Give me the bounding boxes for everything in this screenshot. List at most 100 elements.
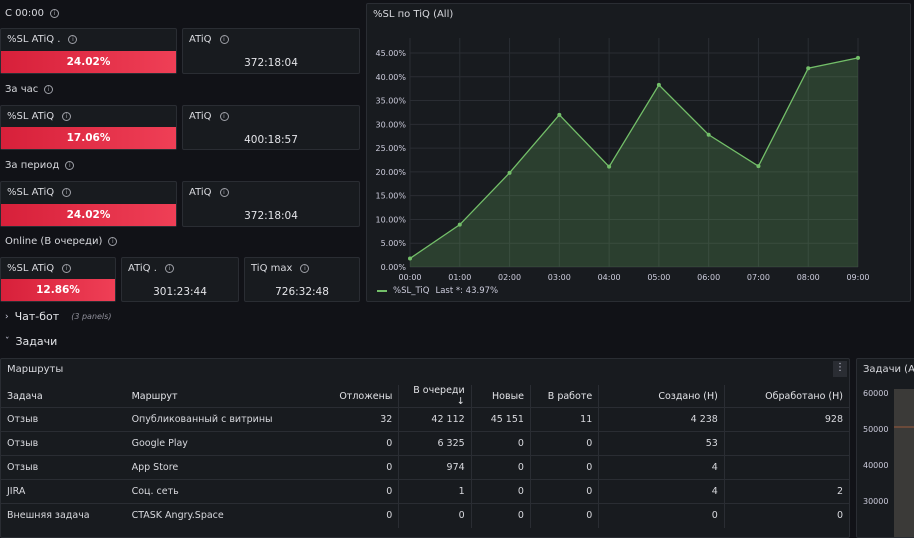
x-tick-label: 08:00 — [797, 273, 820, 282]
chevron-right-icon: › — [5, 311, 9, 322]
table-cell: 0 — [529, 431, 599, 456]
info-icon[interactable]: i — [62, 112, 72, 121]
table-cell: 45 151 — [470, 407, 531, 432]
table-row[interactable]: Внешняя задача CTASK Angry.Space 0 0 0 0 0 0 — [1, 503, 849, 528]
series-area — [410, 57, 858, 267]
info-icon[interactable]: i — [108, 237, 118, 246]
table-cell: 2 — [723, 479, 849, 504]
legend-last-value: Last *: 43.97% — [435, 286, 499, 296]
y-tick-label: 35.00% — [375, 97, 406, 106]
stat-atiq-since-midnight: ATiQ i 372:18:04 — [182, 28, 360, 74]
info-icon[interactable]: i — [219, 188, 229, 197]
info-icon[interactable]: i — [62, 188, 72, 197]
y-tick-label: 15.00% — [375, 192, 406, 201]
column-header[interactable]: В очереди ↓ — [398, 385, 472, 408]
stat-sl-hour: %SL ATiQ i 17.06% — [0, 105, 177, 150]
chevron-down-icon: ˇ — [5, 336, 10, 347]
table-cell: 974 — [398, 455, 472, 480]
info-icon[interactable]: i — [164, 264, 174, 273]
column-header[interactable]: В работе — [529, 385, 599, 408]
table-cell: Отзыв — [1, 407, 126, 432]
tasks-chart-title: Задачи (All — [863, 364, 914, 375]
info-icon[interactable]: i — [65, 161, 75, 170]
sl-value: 17.06% — [1, 127, 176, 149]
info-icon[interactable]: i — [219, 112, 229, 121]
x-tick-label: 03:00 — [548, 273, 571, 282]
data-point[interactable] — [457, 222, 462, 227]
table-row[interactable]: JIRA Соц. сеть 0 1 0 0 4 2 — [1, 479, 849, 504]
section-title-since-midnight: С 00:00 i — [5, 8, 59, 19]
info-icon[interactable]: i — [219, 35, 229, 44]
table-cell: Внешняя задача — [1, 503, 126, 528]
table-row[interactable]: Отзыв App Store 0 974 0 0 4 — [1, 455, 849, 480]
table-row[interactable]: Отзыв Опубликованный с витрины 32 42 112 45 … — [1, 407, 849, 432]
info-icon[interactable]: i — [68, 35, 78, 44]
series-line — [409, 57, 859, 259]
panel-menu-icon[interactable]: ⋮ — [833, 361, 847, 377]
table-cell: 32 — [306, 407, 399, 432]
table-cell: Опубликованный с витрины — [125, 407, 307, 432]
info-icon[interactable]: i — [44, 85, 54, 94]
info-icon[interactable]: i — [49, 9, 59, 18]
table-cell: 0 — [529, 455, 599, 480]
stat-atiq-period: ATiQ i 372:18:04 — [182, 181, 360, 227]
column-header[interactable]: Задача — [7, 390, 43, 402]
row-panel-count: (3 panels) — [71, 312, 112, 321]
data-point[interactable] — [706, 132, 711, 137]
column-header[interactable]: Обработано (Н) — [723, 385, 849, 408]
data-point[interactable] — [756, 164, 761, 169]
x-tick-label: 05:00 — [647, 273, 670, 282]
table-cell: 0 — [306, 455, 399, 480]
data-point[interactable] — [656, 82, 661, 87]
column-header[interactable]: Новые — [470, 385, 531, 408]
info-icon[interactable]: i — [300, 264, 310, 273]
table-cell: 0 — [598, 503, 725, 528]
stat-sl-online: %SL ATiQ i 12.86% — [0, 257, 116, 302]
y-tick-label: 30000 — [863, 497, 889, 506]
section-title-online: Online (В очереди) i — [5, 236, 118, 247]
data-point[interactable] — [856, 55, 860, 60]
y-tick-label: 10.00% — [375, 215, 406, 224]
table-cell: JIRA — [1, 479, 126, 504]
table-cell: 4 — [598, 479, 725, 504]
column-header[interactable]: Создано (Н) — [598, 385, 725, 408]
table-cell: 0 — [398, 503, 472, 528]
table-cell: Отзыв — [1, 431, 126, 456]
row-chatbot[interactable]: › Чат-бот (3 panels) — [5, 310, 111, 323]
data-point[interactable] — [806, 66, 811, 71]
table-cell — [723, 455, 849, 480]
tiq-max-value: 726:32:48 — [275, 286, 329, 298]
sl-tiq-chart: 0.00% 5.00% 10.00% 15.00% 20.00% 25.00% 30.00%… — [375, 38, 870, 282]
stat-atiq-hour: ATiQ i 400:18:57 — [182, 105, 360, 150]
info-icon[interactable]: i — [62, 264, 72, 273]
table-row[interactable]: Отзыв Google Play 0 6 325 0 0 53 — [1, 431, 849, 456]
sl-value: 12.86% — [1, 279, 115, 301]
data-point[interactable] — [557, 112, 562, 117]
stat-tiq-max-online: TiQ max i 726:32:48 — [244, 257, 360, 302]
table-cell: Google Play — [125, 431, 307, 456]
row-title: Задачи — [15, 335, 58, 348]
data-point[interactable] — [408, 256, 412, 261]
table-cell: 928 — [723, 407, 849, 432]
x-tick-label: 06:00 — [697, 273, 720, 282]
column-header[interactable]: Маршрут — [131, 390, 178, 402]
chart-legend[interactable]: %SL_TiQ Last *: 43.97% — [377, 286, 498, 296]
x-tick-label: 09:00 — [846, 273, 869, 282]
y-tick-label: 5.00% — [381, 239, 407, 248]
table-cell: 0 — [306, 479, 399, 504]
table-cell: 6 325 — [398, 431, 472, 456]
y-tick-label: 0.00% — [381, 263, 407, 272]
atiq-value: 372:18:04 — [244, 210, 298, 222]
table-cell: 0 — [306, 431, 399, 456]
table-cell: 4 238 — [598, 407, 725, 432]
table-cell: CTASK Angry.Space — [125, 503, 307, 528]
data-point[interactable] — [507, 170, 512, 175]
chart-title: %SL по TiQ (All) — [373, 9, 454, 20]
tasks-chart-line — [894, 426, 914, 428]
table-cell: 4 — [598, 455, 725, 480]
y-tick-label: 40000 — [863, 461, 889, 470]
column-header[interactable]: Отложены — [339, 390, 393, 402]
row-tasks[interactable]: ˇ Задачи — [5, 335, 57, 348]
data-point[interactable] — [607, 164, 612, 169]
table-cell: 53 — [598, 431, 725, 456]
